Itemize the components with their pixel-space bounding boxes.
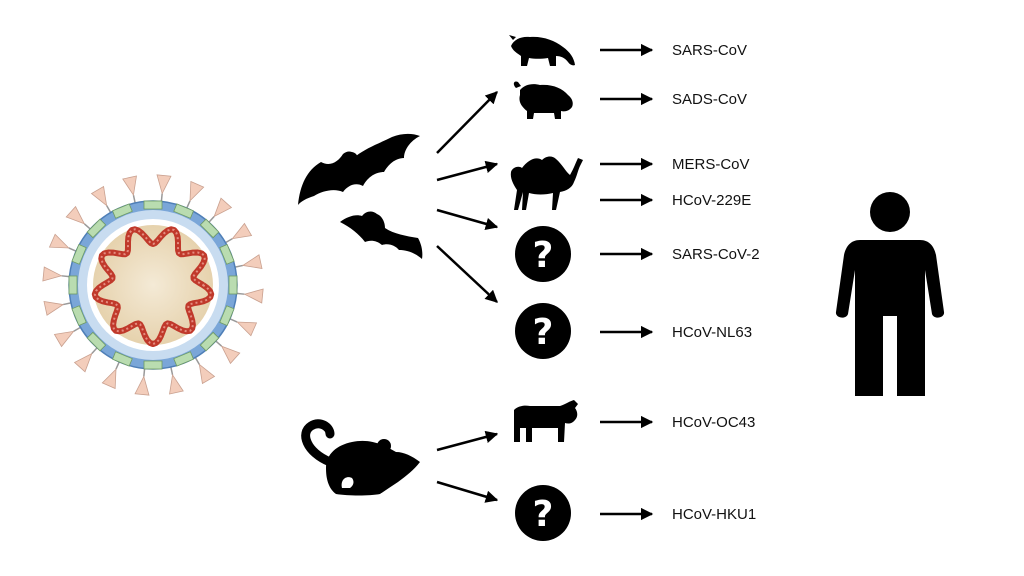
spike-protein [169,373,184,395]
membrane-protein [86,331,107,352]
spike-stem [236,292,245,295]
spike-protein [134,375,150,396]
membrane-protein [68,275,78,295]
membrane-protein [173,203,194,219]
membrane-protein [71,305,87,326]
spike-stem [229,318,238,323]
membrane-protein [112,203,133,219]
spike-protein [198,363,216,385]
arrow-bat-to-unknown-2 [436,245,498,303]
membrane-protein [71,244,87,265]
spike-stem [225,237,233,244]
spike-protein [43,301,65,316]
membrane-protein [199,218,220,239]
arrow-bat-to-camel [436,160,499,182]
virus-row: SARS-CoV [600,42,747,59]
unknown-host-group: ??? [515,226,571,541]
spike-protein [156,174,172,195]
spike-stem [105,205,112,213]
virus-label: HCoV-HKU1 [672,506,756,523]
spike-protein [90,185,108,207]
spike-protein [48,233,70,249]
membrane-protein [143,200,163,210]
spike-protein [231,222,253,240]
membrane-protein [173,351,194,367]
virus-label: HCoV-NL63 [672,324,752,341]
pig-icon [513,81,573,119]
spike-protein [42,266,63,282]
spike-protein [189,180,205,202]
spike-stem [143,368,146,377]
arrow-bat-to-unknown-1 [436,208,499,230]
virus-label: SADS-CoV [672,91,747,108]
unknown-host-symbol: ? [533,312,554,353]
virus-label: HCoV-229E [672,192,751,209]
bat-large-icon [298,133,420,205]
virus-row: HCoV-NL63 [600,324,752,341]
membrane-protein [86,218,107,239]
spike-stem [132,194,136,204]
arrow-rodent-to-cow [436,430,499,452]
cow-icon [514,400,578,442]
spike-stem [83,223,91,230]
membrane-protein [143,360,163,370]
virus-list: SARS-CoV SADS-CoV MERS-CoV HCoV-229E SARS-Co… [600,42,760,523]
spike-protein [220,345,241,365]
virus-row: HCoV-HKU1 [600,506,756,523]
virus-label: SARS-CoV [672,42,747,59]
spike-stem [91,347,98,355]
spike-stem [61,275,70,278]
membrane-protein [219,305,235,326]
coronavirus-icon [42,174,264,396]
membrane-protein [199,331,220,352]
spike-stem [215,340,223,347]
spike-stem [234,264,244,268]
spike-stem [160,193,163,202]
unknown-host-symbol: ? [533,235,554,276]
bat-small-icon [340,211,423,259]
membrane-protein [112,351,133,367]
unknown-host-symbol: ? [533,494,554,535]
spike-protein [122,175,137,197]
spike-protein [73,352,93,373]
spike-protein [213,197,233,218]
virus-label: SARS-CoV-2 [672,246,760,263]
spike-protein [53,330,75,348]
spike-stem [170,366,174,376]
virus-label: MERS-CoV [672,156,750,173]
virus-row: HCoV-229E [600,192,751,209]
viral-rna [91,226,215,347]
spike-stem [68,247,77,252]
spike-stem [194,357,201,365]
question-mark-icon: ? [515,226,571,282]
spike-stem [73,326,81,333]
spike-stem [62,302,72,306]
spike-stem [115,361,120,370]
human-icon [835,192,945,396]
arrow-rodent-to-unknown-3 [436,480,499,503]
reservoir-arrows [436,91,499,503]
virus-row: MERS-CoV [600,156,750,173]
question-mark-icon: ? [515,303,571,359]
membrane-protein [228,275,238,295]
spike-protein [243,288,264,304]
camel-icon [510,156,583,210]
spike-stem [208,215,215,223]
virus-row: SADS-CoV [600,91,747,108]
spike-protein [65,205,86,225]
spike-protein [236,321,258,337]
membrane-protein [219,244,235,265]
virus-row: SARS-CoV-2 [600,246,760,263]
virus-row: HCoV-OC43 [600,414,755,431]
question-mark-icon: ? [515,485,571,541]
rodent-icon [301,419,420,496]
spike-stem [186,200,191,209]
civet-icon [509,35,575,66]
spike-protein [101,368,117,390]
arrow-bat-to-pig [436,91,498,154]
virus-label: HCoV-OC43 [672,414,755,431]
spike-protein [241,254,263,269]
